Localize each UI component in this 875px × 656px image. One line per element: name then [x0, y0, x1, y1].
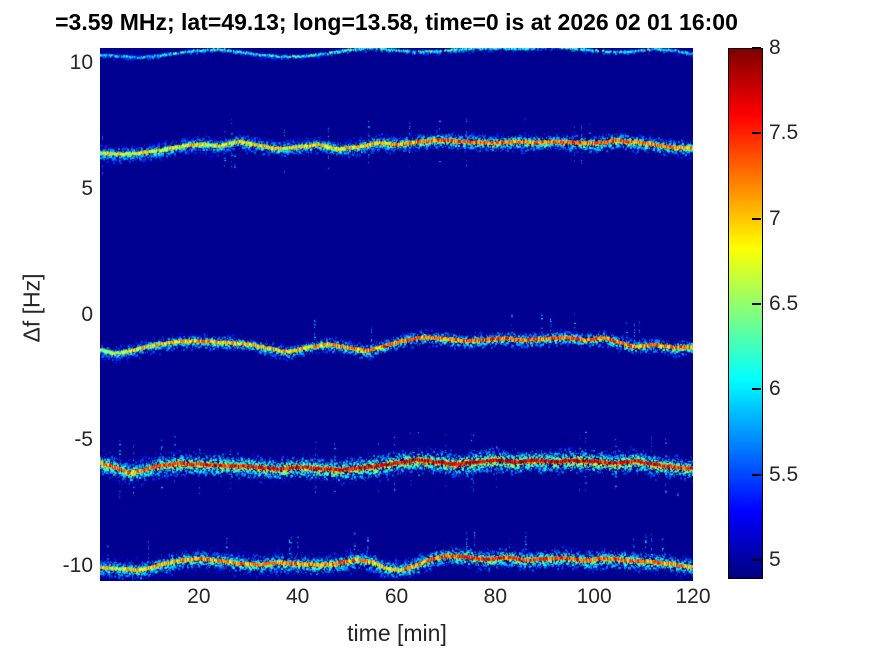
spectrogram-plot-area [100, 48, 693, 581]
x-tick-label: 100 [576, 585, 612, 608]
x-tick-label: 20 [187, 585, 211, 608]
y-tick-label: 0 [81, 302, 93, 326]
y-tick-label: 10 [69, 51, 93, 75]
colorbar [728, 48, 763, 579]
colorbar-tick-label: 8 [769, 36, 781, 59]
colorbar-tick-mark [752, 302, 761, 305]
colorbar-tick-label: 7 [769, 206, 781, 230]
colorbar-tick-mark [752, 473, 761, 476]
y-axis-label-text: Δf [Hz] [18, 273, 45, 343]
x-tick-label: 80 [483, 585, 508, 608]
x-tick-label: 40 [285, 585, 310, 608]
colorbar-tick-label: 6 [769, 377, 781, 401]
x-tick-label: 120 [675, 585, 711, 608]
colorbar-tick-mark [752, 132, 761, 135]
colorbar-tick-label: 5.5 [769, 462, 799, 486]
colorbar-tick-mark [752, 217, 761, 220]
colorbar-tick-mark [752, 388, 761, 391]
colorbar-tick-mark [752, 47, 761, 49]
x-axis-label: time [min] [347, 620, 447, 646]
colorbar-tick-mark [752, 558, 761, 561]
colorbar-tick-label: 7.5 [769, 121, 799, 145]
chart-title: =3.59 MHz; lat=49.13; long=13.58, time=0… [55, 9, 738, 35]
y-tick-label: -10 [62, 553, 93, 577]
x-tick-label: 60 [384, 585, 409, 608]
y-tick-label: 5 [81, 176, 93, 200]
y-tick-label: -5 [74, 428, 93, 452]
colorbar-tick-label: 5 [769, 547, 781, 571]
colorbar-tick-label: 6.5 [769, 291, 799, 315]
